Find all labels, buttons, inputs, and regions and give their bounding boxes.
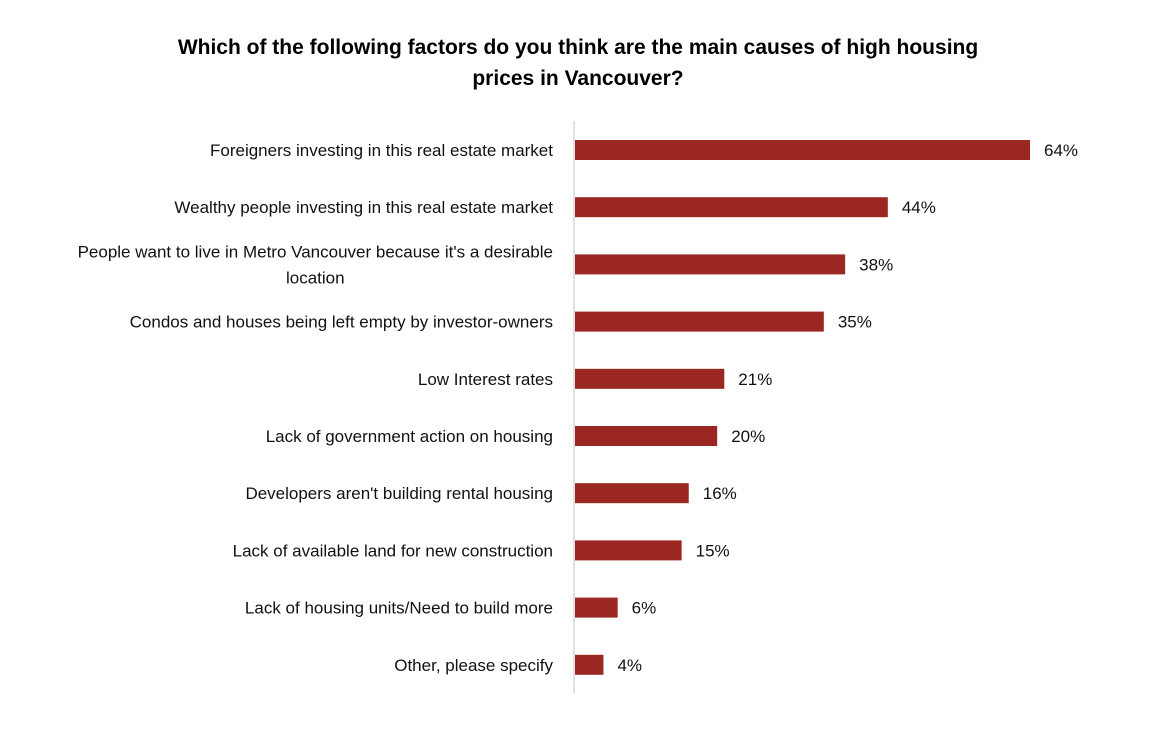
- category-label-line: Wealthy people investing in this real es…: [174, 198, 553, 217]
- category-label-line: Lack of housing units/Need to build more: [245, 599, 553, 618]
- category-label-line: Lack of available land for new construct…: [233, 541, 553, 560]
- category-label: Lack of available land for new construct…: [233, 541, 553, 560]
- category-label-line: location: [286, 268, 345, 287]
- bar: [575, 540, 682, 561]
- bars-group: [575, 140, 1030, 675]
- category-label: Wealthy people investing in this real es…: [174, 198, 553, 217]
- value-label: 15%: [696, 541, 730, 560]
- category-label: Lack of housing units/Need to build more: [245, 599, 553, 618]
- category-label: Developers aren't building rental housin…: [245, 484, 553, 503]
- category-label: Low Interest rates: [418, 370, 553, 389]
- category-label: Condos and houses being left empty by in…: [130, 313, 553, 332]
- category-label-line: Condos and houses being left empty by in…: [130, 313, 553, 332]
- value-label: 35%: [838, 313, 872, 332]
- category-label-line: Developers aren't building rental housin…: [245, 484, 553, 503]
- value-label: 4%: [617, 656, 642, 675]
- category-label-line: Foreigners investing in this real estate…: [210, 141, 553, 160]
- category-labels-group: Foreigners investing in this real estate…: [78, 141, 554, 675]
- value-label: 44%: [902, 198, 936, 217]
- bar: [575, 654, 604, 675]
- bar: [575, 426, 718, 446]
- value-labels-group: 64% 44% 38% 35% 21% 20% 16% 15% 6% 4%: [617, 141, 1078, 675]
- category-label-line: Other, please specify: [394, 656, 553, 675]
- bar: [575, 140, 1030, 160]
- bar: [575, 368, 725, 389]
- category-label: Lack of government action on housing: [266, 427, 553, 446]
- bar: [575, 597, 618, 618]
- value-label: 6%: [632, 599, 657, 618]
- category-label: People want to live in Metro Vancouver b…: [78, 242, 553, 287]
- value-label: 64%: [1044, 141, 1078, 160]
- category-label-line: People want to live in Metro Vancouver b…: [78, 242, 553, 261]
- chart-title: Which of the following factors do you th…: [177, 36, 979, 90]
- value-label: 21%: [738, 370, 772, 389]
- category-label: Other, please specify: [394, 656, 553, 675]
- category-label: Foreigners investing in this real estate…: [210, 141, 553, 160]
- category-label-line: Low Interest rates: [418, 370, 553, 389]
- bar: [575, 197, 888, 218]
- bar: [575, 311, 824, 332]
- value-label: 16%: [703, 484, 737, 503]
- bar: [575, 254, 846, 275]
- category-label-line: Lack of government action on housing: [266, 427, 553, 446]
- value-label: 38%: [859, 255, 893, 274]
- value-label: 20%: [731, 427, 765, 446]
- bar: [575, 483, 689, 504]
